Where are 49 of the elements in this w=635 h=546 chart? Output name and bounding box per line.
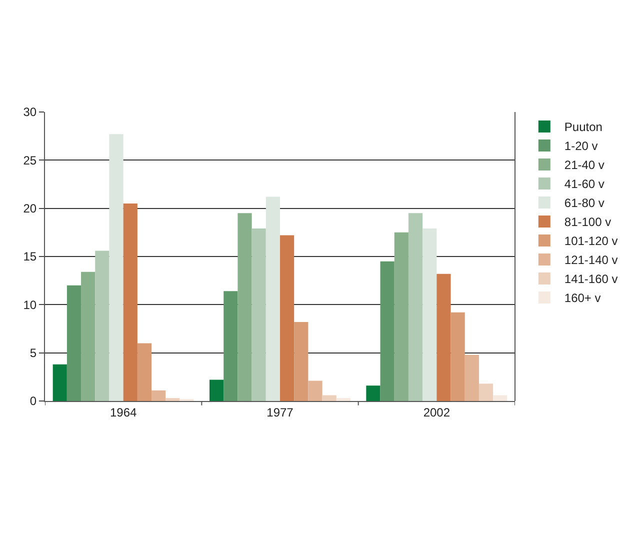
x-tick-label: 1964	[110, 405, 137, 420]
legend-label: 160+ v	[564, 291, 601, 306]
y-tick-label: 25	[23, 153, 37, 168]
bar	[52, 364, 67, 401]
y-tick-label: 15	[23, 250, 37, 264]
bar	[450, 312, 465, 401]
bar	[137, 343, 152, 401]
bar	[252, 228, 266, 401]
bar	[322, 395, 336, 401]
bar	[123, 204, 138, 401]
bar	[95, 250, 110, 401]
bar	[436, 274, 451, 401]
bar	[210, 380, 224, 401]
legend-label: 1-20 v	[564, 139, 598, 154]
bar	[422, 228, 437, 401]
bar	[166, 398, 180, 401]
bar	[366, 386, 380, 401]
y-tick-label: 0	[30, 394, 37, 408]
y-tick-label: 20	[23, 202, 37, 216]
bar	[308, 380, 322, 401]
legend-label: 21-40 v	[564, 158, 604, 172]
legend-label: 121-140 v	[564, 253, 618, 268]
legend-label: 41-60 v	[564, 177, 604, 192]
y-tick-label: 10	[23, 298, 37, 312]
bar	[294, 322, 308, 401]
bar	[81, 272, 96, 401]
bar	[478, 384, 494, 401]
bar	[336, 398, 350, 401]
legend-label: 141-160 v	[564, 272, 618, 286]
x-tick-label: 1977	[266, 405, 294, 420]
bar	[464, 354, 479, 401]
bar	[152, 390, 166, 401]
bar	[224, 291, 238, 401]
bar	[493, 395, 508, 401]
legend-label: Puuton	[564, 120, 602, 134]
x-tick-label: 2002	[423, 405, 450, 420]
legend-label: 61-80 v	[564, 196, 604, 210]
bar	[238, 213, 252, 401]
bar	[408, 213, 423, 401]
y-tick-label: 5	[30, 346, 37, 360]
bar	[280, 235, 294, 401]
y-tick-label: 30	[23, 105, 37, 120]
bar	[66, 285, 82, 401]
bar	[266, 196, 280, 401]
bar	[394, 232, 408, 401]
legend-label: 101-120 v	[564, 234, 618, 248]
legend-label: 81-100 v	[564, 215, 612, 230]
bar	[109, 134, 124, 401]
bar	[380, 261, 394, 401]
